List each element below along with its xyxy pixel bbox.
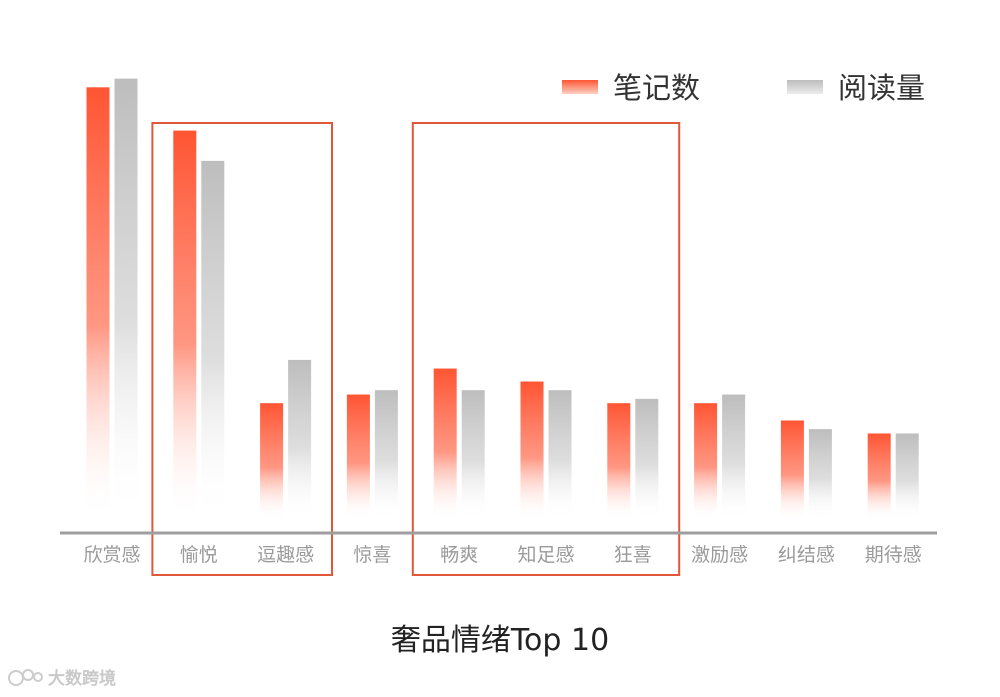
x-tick-label-4: 惊喜	[353, 544, 391, 566]
x-tick-label-9: 纠结感	[778, 544, 835, 566]
logo-icon	[8, 669, 43, 686]
bar-reads-5	[461, 390, 485, 520]
x-tick-label-2: 愉悦	[180, 544, 218, 566]
x-tick-label-3: 逗趣感	[257, 544, 314, 566]
x-tick-label-6: 知足感	[517, 544, 574, 566]
highlight-box-1	[151, 122, 333, 576]
bar-reads-2	[201, 160, 225, 520]
highlight-boxes	[151, 122, 681, 576]
legend-swatch-notes	[562, 80, 598, 94]
bar-reads-10	[895, 433, 919, 520]
highlight-box-2	[411, 122, 681, 576]
bar-reads-4	[374, 390, 398, 520]
legend-label-notes: 笔记数	[613, 71, 700, 105]
x-tick-label-10: 期待感	[865, 544, 922, 566]
x-tick-label-1: 欣赏感	[83, 544, 140, 566]
legend-swatch-reads	[787, 80, 823, 94]
bar-reads-8	[722, 394, 746, 520]
bar-reads-3	[288, 359, 312, 520]
bar-notes-7	[607, 403, 631, 520]
bar-reads-7	[635, 398, 659, 520]
legend: 笔记数 阅读量	[562, 71, 925, 105]
bar-reads-9	[808, 429, 832, 520]
watermark: 大数跨境	[8, 668, 116, 689]
x-tick-label-8: 激励感	[691, 544, 748, 566]
bars-layer	[86, 78, 919, 521]
bar-notes-4	[346, 394, 370, 520]
x-tick-label-7: 狂喜	[614, 544, 652, 566]
bar-notes-3	[260, 403, 284, 520]
bar-notes-1	[86, 87, 110, 521]
bar-notes-6	[520, 381, 544, 520]
bar-notes-8	[694, 403, 718, 520]
chart-title: 奢品情绪Top 10	[391, 623, 609, 658]
x-tick-label-5: 畅爽	[440, 544, 478, 566]
bar-reads-1	[114, 78, 138, 521]
x-tick-labels: 欣赏感 愉悦 逗趣感 惊喜 畅爽 知足感 狂喜 激励感 纠结感 期待感	[83, 544, 921, 566]
bar-notes-2	[173, 130, 197, 521]
bar-reads-6	[548, 390, 572, 520]
bar-notes-10	[867, 433, 891, 520]
bar-notes-9	[780, 420, 804, 520]
bar-notes-5	[433, 368, 457, 520]
watermark-text: 大数跨境	[48, 668, 116, 689]
legend-label-reads: 阅读量	[838, 71, 925, 105]
